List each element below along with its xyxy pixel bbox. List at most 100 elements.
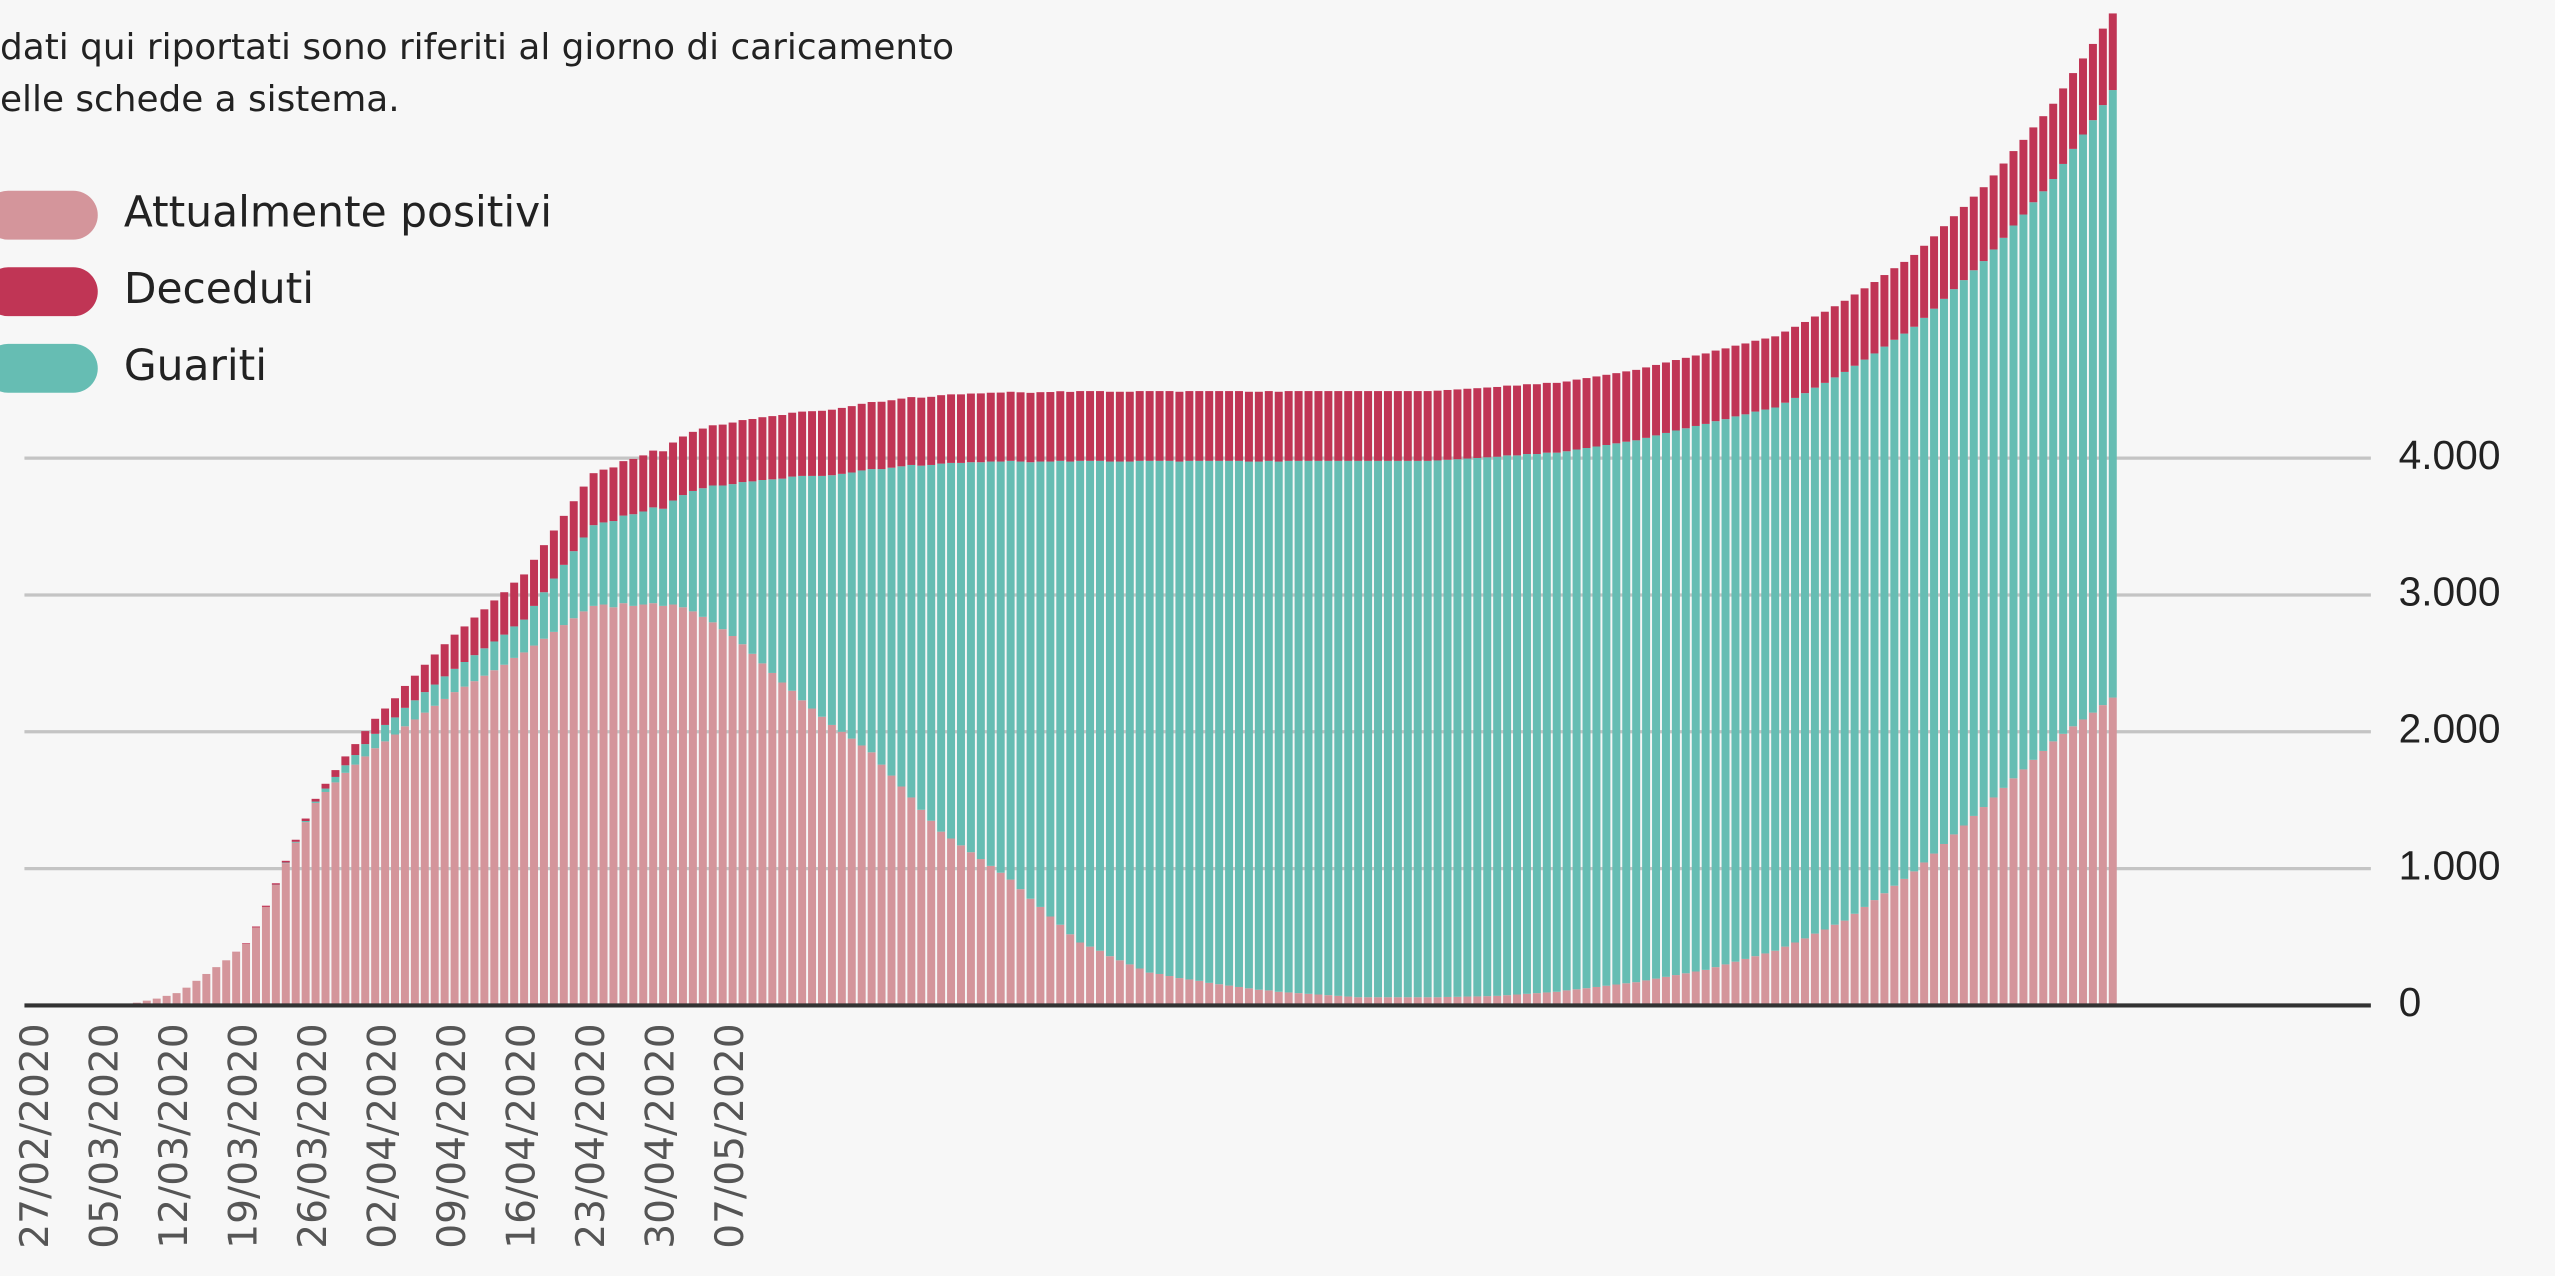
bar-segment bbox=[1860, 906, 1869, 1006]
bar-segment bbox=[1473, 457, 1482, 997]
bar-segment bbox=[2039, 191, 2048, 751]
bar-segment bbox=[1979, 807, 1988, 1006]
bar-segment bbox=[698, 488, 707, 617]
bar-segment bbox=[1642, 437, 1651, 981]
bar-segment bbox=[1761, 338, 1770, 410]
bar-segment bbox=[827, 475, 836, 725]
bar-segment bbox=[1652, 435, 1661, 979]
bar-segment bbox=[1066, 461, 1075, 935]
bar-segment bbox=[1096, 950, 1104, 1006]
bar-segment bbox=[1006, 460, 1015, 880]
bar-segment bbox=[1453, 996, 1462, 1006]
bar-segment bbox=[2108, 697, 2117, 1006]
bar-segment bbox=[1503, 995, 1512, 1006]
bar-segment bbox=[371, 718, 380, 734]
bar-segment bbox=[808, 708, 817, 1006]
bar-segment bbox=[927, 820, 936, 1006]
bar-segment bbox=[996, 392, 1005, 462]
bar-segment bbox=[1076, 391, 1085, 461]
bar-segment bbox=[470, 681, 479, 1006]
bar-segment bbox=[500, 634, 509, 665]
bar-segment bbox=[649, 507, 658, 604]
bar-segment bbox=[1225, 460, 1234, 986]
bar-segment bbox=[1364, 391, 1373, 461]
bar-segment bbox=[1443, 996, 1452, 1006]
bar-segment bbox=[2019, 769, 2028, 1006]
bar-segment bbox=[966, 393, 975, 463]
bar-segment bbox=[669, 442, 678, 501]
bar-segment bbox=[788, 412, 797, 477]
bar-segment bbox=[321, 791, 330, 1006]
bar-segment bbox=[1284, 992, 1293, 1006]
bar-segment bbox=[1860, 359, 1869, 907]
bar-segment bbox=[698, 428, 707, 489]
bar-segment bbox=[678, 436, 687, 496]
bar-segment bbox=[1235, 391, 1243, 461]
bar-segment bbox=[857, 403, 866, 471]
bar-segment bbox=[321, 783, 330, 789]
bar-segment bbox=[728, 422, 737, 485]
bar-segment bbox=[817, 410, 826, 476]
bar-segment bbox=[1294, 460, 1303, 994]
bar-segment bbox=[1562, 990, 1571, 1006]
bar-segment bbox=[1096, 460, 1104, 951]
bar-segment bbox=[1930, 236, 1939, 309]
bar-segment bbox=[1532, 384, 1541, 455]
bar-segment bbox=[1115, 461, 1124, 961]
bar-segment bbox=[1463, 458, 1472, 997]
bar-segment bbox=[311, 798, 320, 802]
bar-segment bbox=[281, 862, 290, 864]
bar-segment bbox=[1513, 385, 1522, 456]
bar-segment bbox=[261, 906, 270, 1006]
bar-segment bbox=[1513, 994, 1522, 1006]
bar-segment bbox=[927, 464, 936, 821]
bar-segment bbox=[1016, 461, 1025, 890]
bar-segment bbox=[1215, 984, 1224, 1006]
bar-segment bbox=[1691, 425, 1700, 972]
bar-segment bbox=[460, 662, 469, 687]
bar-segment bbox=[1046, 916, 1055, 1006]
bar-segment bbox=[1235, 460, 1243, 987]
bar-segment bbox=[1175, 978, 1184, 1006]
bar-segment bbox=[1542, 382, 1551, 453]
bar-segment bbox=[966, 462, 975, 853]
bar-segment bbox=[1135, 391, 1144, 461]
bar-segment bbox=[599, 522, 608, 605]
bar-segment bbox=[1254, 461, 1263, 990]
bar-segment bbox=[480, 609, 489, 649]
legend-swatch bbox=[0, 343, 98, 393]
bar-segment bbox=[847, 472, 856, 739]
bar-segment bbox=[1800, 321, 1809, 394]
bar-segment bbox=[927, 396, 936, 465]
bar-segment bbox=[1165, 391, 1174, 461]
bar-segment bbox=[956, 845, 965, 1006]
bar-segment bbox=[1473, 388, 1482, 458]
bar-segment bbox=[1979, 261, 1988, 808]
bar-segment bbox=[1592, 986, 1601, 1006]
bar-segment bbox=[1433, 997, 1442, 1006]
bar-segment bbox=[460, 686, 469, 1006]
subtitle: dati qui riportati sono riferiti al gior… bbox=[0, 27, 954, 68]
x-tick-label: 26/03/2020 bbox=[291, 1023, 336, 1248]
bar-segment bbox=[142, 1000, 151, 1006]
bar-segment bbox=[1800, 938, 1809, 1006]
bar-segment bbox=[877, 469, 886, 765]
bar-segment bbox=[549, 578, 558, 632]
bar-segment bbox=[1761, 953, 1770, 1006]
bar-segment bbox=[917, 809, 926, 1006]
bar-segment bbox=[738, 482, 747, 645]
bar-segment bbox=[1364, 460, 1373, 998]
bar-segment bbox=[569, 618, 578, 1006]
bar-segment bbox=[1155, 460, 1164, 974]
bar-segment bbox=[1989, 175, 1998, 250]
bar-segment bbox=[1681, 357, 1690, 429]
bar-segment bbox=[530, 559, 539, 606]
bar-segment bbox=[1284, 460, 1293, 993]
bar-segment bbox=[1969, 270, 1978, 816]
bar-segment bbox=[480, 648, 489, 676]
bar-segment bbox=[391, 717, 399, 735]
bar-segment bbox=[847, 738, 856, 1006]
x-tick-label: 07/05/2020 bbox=[708, 1023, 753, 1248]
bar-segment bbox=[887, 467, 896, 776]
bar-segment bbox=[1294, 391, 1303, 461]
